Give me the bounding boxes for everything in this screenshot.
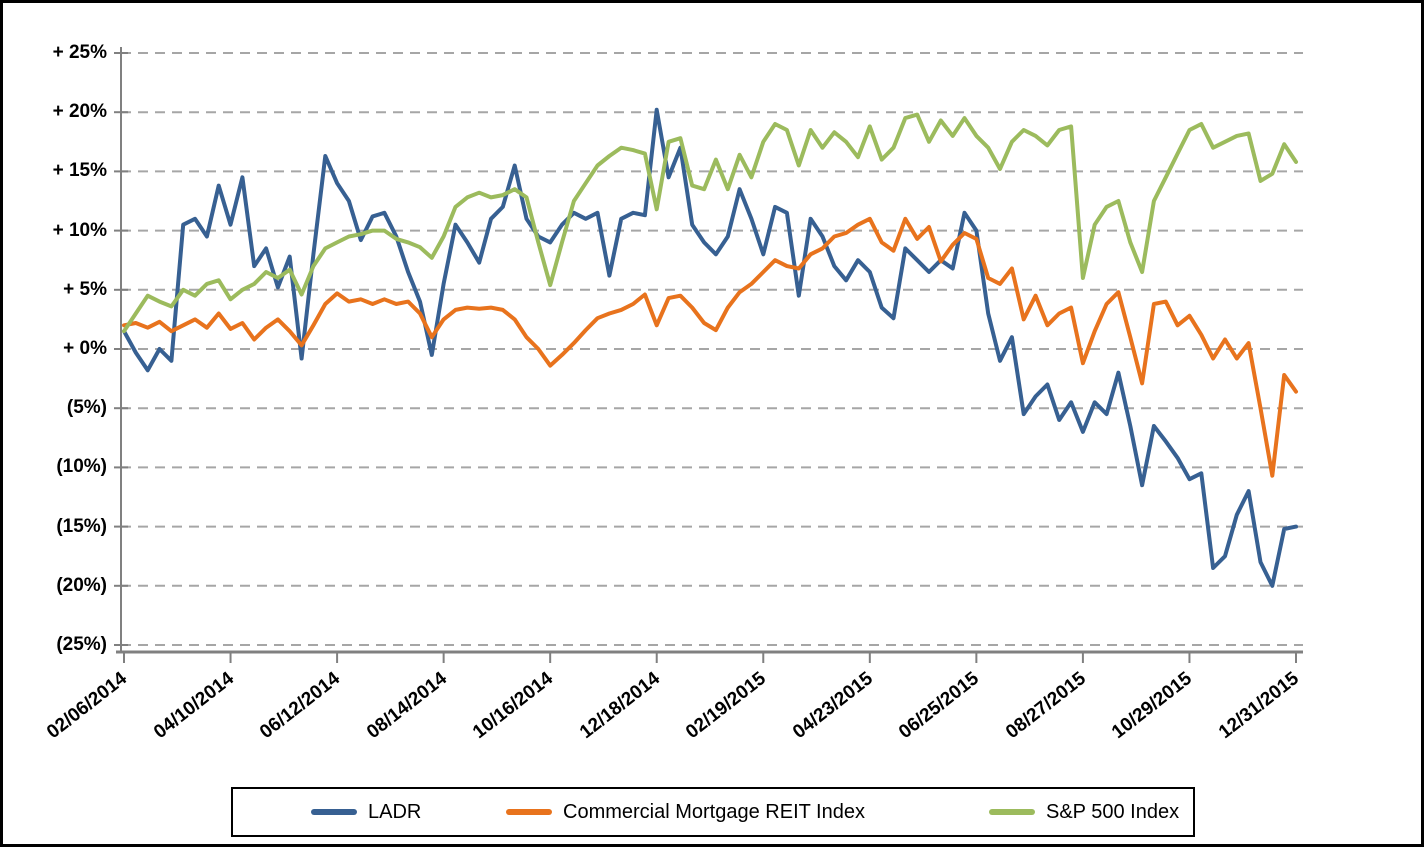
series-line-ladr bbox=[122, 107, 1298, 588]
legend-item-s-p-500-index: S&P 500 Index bbox=[989, 789, 1179, 835]
legend-label: S&P 500 Index bbox=[1046, 800, 1180, 823]
y-axis-tick-label: + 20% bbox=[52, 101, 107, 123]
legend-line-marker bbox=[989, 809, 1035, 815]
y-axis-tick-label: (15%) bbox=[56, 515, 107, 537]
y-axis-tick-label: (20%) bbox=[56, 574, 107, 596]
y-axis-tick-label: + 10% bbox=[52, 219, 107, 241]
legend: LADR Commercial Mortgage REIT Index S&P 50… bbox=[231, 787, 1195, 837]
y-axis-tick-label: (25%) bbox=[56, 634, 107, 655]
legend-line-marker bbox=[311, 809, 357, 815]
legend-item-ladr: LADR bbox=[311, 789, 421, 835]
y-axis-tick-label: + 5% bbox=[63, 278, 107, 300]
series-line-commercial-mortgage-reit-index bbox=[122, 216, 1298, 478]
y-axis-tick-label: + 0% bbox=[63, 338, 107, 359]
y-axis-tick-label: (10%) bbox=[56, 456, 107, 478]
y-axis-tick-label: + 15% bbox=[52, 160, 107, 182]
legend-item-commercial-mortgage-reit-index: Commercial Mortgage REIT Index bbox=[506, 789, 865, 835]
y-axis-tick-label: (5%) bbox=[66, 397, 107, 419]
series-line-s-p-500-index bbox=[122, 112, 1298, 334]
performance-line-chart bbox=[114, 47, 1303, 663]
legend-label: LADR bbox=[368, 800, 422, 823]
legend-label: Commercial Mortgage REIT Index bbox=[563, 800, 865, 823]
legend-line-marker bbox=[506, 809, 552, 815]
y-axis-tick-label: + 25% bbox=[52, 42, 107, 63]
